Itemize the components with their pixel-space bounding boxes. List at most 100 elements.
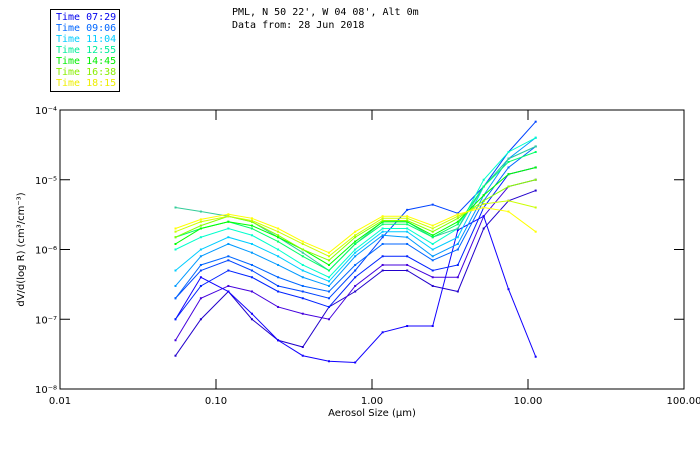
data-point <box>301 346 304 349</box>
data-point <box>277 248 280 251</box>
data-point <box>381 217 384 220</box>
data-point <box>456 223 459 226</box>
data-point <box>354 251 357 254</box>
data-point <box>199 269 202 272</box>
data-point <box>250 312 253 315</box>
data-point <box>174 230 177 233</box>
data-point <box>381 215 384 218</box>
data-point <box>534 230 537 233</box>
data-point <box>327 259 330 262</box>
data-point <box>174 339 177 342</box>
data-point <box>327 297 330 300</box>
data-point <box>277 339 280 342</box>
data-point <box>381 242 384 245</box>
data-point <box>456 217 459 220</box>
x-tick-label: 10.00 <box>514 396 543 407</box>
data-point <box>277 284 280 287</box>
data-point <box>431 259 434 262</box>
data-point <box>227 259 230 262</box>
data-point <box>354 269 357 272</box>
data-point <box>250 242 253 245</box>
data-point <box>534 150 537 153</box>
data-point <box>507 185 510 188</box>
data-point <box>354 361 357 364</box>
data-point <box>381 230 384 233</box>
data-point <box>507 199 510 202</box>
data-point <box>456 290 459 293</box>
data-point <box>482 199 485 202</box>
data-point <box>227 284 230 287</box>
data-point <box>199 318 202 321</box>
data-point <box>431 230 434 233</box>
data-point <box>227 213 230 216</box>
data-point <box>250 276 253 279</box>
data-point <box>174 269 177 272</box>
data-point <box>456 276 459 279</box>
data-point <box>456 229 459 232</box>
data-point <box>354 242 357 245</box>
data-point <box>199 297 202 300</box>
legend-entry: Time 07:29 <box>56 12 117 23</box>
data-point <box>301 242 304 245</box>
series-line <box>175 206 536 254</box>
data-point <box>327 263 330 266</box>
data-point <box>507 210 510 213</box>
data-point <box>327 290 330 293</box>
data-point <box>199 210 202 213</box>
y-tick-label: 10⁻⁶ <box>35 246 57 257</box>
legend-entry: Time 09:06 <box>56 23 117 34</box>
data-point <box>354 290 357 293</box>
data-point <box>406 217 409 220</box>
data-point <box>301 312 304 315</box>
data-point <box>406 215 409 218</box>
data-point <box>277 290 280 293</box>
data-point <box>534 189 537 192</box>
x-tick-label: 0.10 <box>205 396 227 407</box>
data-point <box>327 284 330 287</box>
y-tick-label: 10⁻⁸ <box>35 385 57 396</box>
data-point <box>199 255 202 258</box>
data-point <box>301 240 304 243</box>
data-point <box>354 236 357 239</box>
data-point <box>406 208 409 211</box>
data-point <box>327 360 330 363</box>
data-point <box>250 217 253 220</box>
data-point <box>406 255 409 258</box>
data-point <box>174 206 177 209</box>
data-point <box>354 240 357 243</box>
data-point <box>227 269 230 272</box>
data-point <box>227 227 230 230</box>
data-point <box>327 305 330 308</box>
data-point <box>174 242 177 245</box>
data-point <box>174 227 177 230</box>
data-point <box>482 227 485 230</box>
data-point <box>277 236 280 239</box>
data-point <box>381 255 384 258</box>
data-point <box>482 185 485 188</box>
series-line <box>175 190 536 357</box>
data-point <box>174 297 177 300</box>
data-point <box>199 248 202 251</box>
data-point <box>507 157 510 160</box>
data-point <box>227 255 230 258</box>
x-tick-label: 0.01 <box>49 396 71 407</box>
data-point <box>327 280 330 283</box>
legend-entry: Time 14:45 <box>56 56 117 67</box>
data-point <box>507 150 510 153</box>
data-point <box>507 173 510 176</box>
data-point <box>250 251 253 254</box>
data-point <box>354 276 357 279</box>
data-point <box>381 263 384 266</box>
data-point <box>250 227 253 230</box>
data-point <box>534 145 537 148</box>
data-point <box>381 220 384 223</box>
data-point <box>381 227 384 230</box>
series-line <box>175 121 537 299</box>
data-point <box>174 248 177 251</box>
data-point <box>381 234 384 237</box>
data-point <box>277 234 280 237</box>
title-line-1: PML, N 50 22', W 04 08', Alt 0m <box>232 7 419 18</box>
data-point <box>199 236 202 239</box>
data-point <box>381 219 384 222</box>
